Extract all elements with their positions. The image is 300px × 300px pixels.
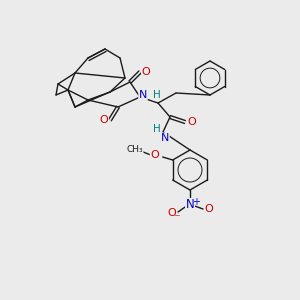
Text: N: N <box>161 133 169 143</box>
Text: +: + <box>192 197 200 207</box>
Text: O: O <box>188 117 196 127</box>
Text: O: O <box>100 115 108 125</box>
Text: H: H <box>153 90 161 100</box>
Text: O: O <box>142 67 150 77</box>
Text: O: O <box>150 150 159 160</box>
Text: CH₃: CH₃ <box>126 145 143 154</box>
Text: N: N <box>139 90 147 100</box>
Text: N: N <box>186 199 194 212</box>
Text: H: H <box>153 124 161 134</box>
Text: O: O <box>205 204 213 214</box>
Text: ⁻: ⁻ <box>173 212 179 226</box>
Text: O: O <box>168 208 176 218</box>
